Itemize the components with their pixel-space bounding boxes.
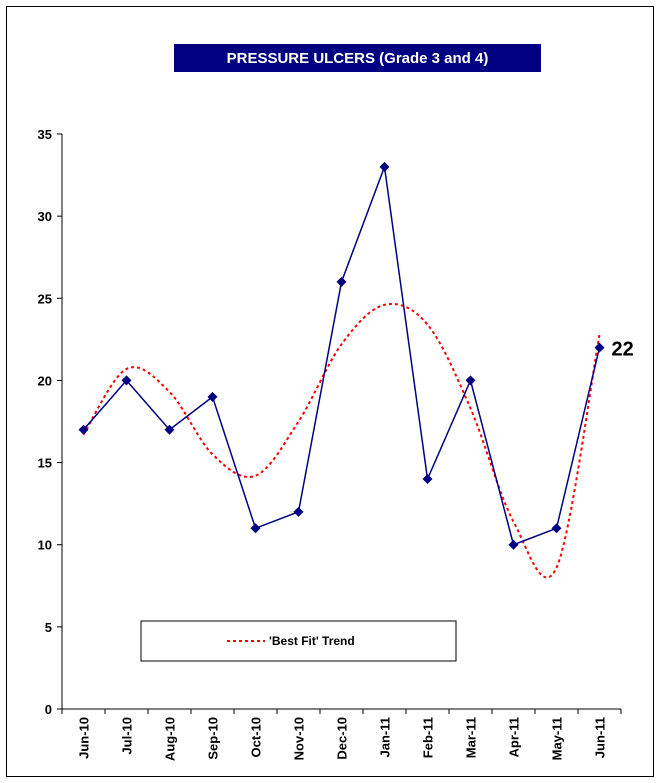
- y-tick-label: 35: [38, 127, 52, 142]
- x-tick-label: Oct-10: [249, 717, 264, 757]
- legend-box: [140, 620, 457, 662]
- y-tick-label: 10: [38, 538, 52, 553]
- data-point: [121, 375, 132, 386]
- x-tick-label: Nov-10: [292, 717, 307, 760]
- x-tick-label: Jan-11: [378, 717, 393, 757]
- x-tick-label: Jul-10: [120, 717, 135, 755]
- data-point: [422, 474, 433, 484]
- data-point: [293, 506, 304, 517]
- x-tick-label: Sep-10: [206, 717, 221, 760]
- data-point: [594, 342, 605, 353]
- y-tick-label: 0: [45, 702, 52, 717]
- legend: 'Best Fit' Trend: [140, 620, 457, 662]
- series-line-group: 22: [78, 161, 634, 550]
- data-point: [551, 523, 562, 534]
- x-tick-label: Apr-11: [507, 717, 522, 757]
- chart-title: PRESSURE ULCERS (Grade 3 and 4): [174, 44, 541, 72]
- y-tick-label: 25: [38, 291, 52, 306]
- x-tick-label: Mar-11: [464, 717, 479, 758]
- x-tick-label: Feb-11: [421, 717, 436, 758]
- y-tick-label: 20: [38, 373, 52, 388]
- series-line: [82, 166, 601, 546]
- data-point: [164, 424, 175, 435]
- x-tick-label: Jun-11: [593, 717, 608, 758]
- axes: 0 5 10 15 20 25 30 35 Jun-10 Jul-10 Aug-10 Sep-10 Oc…: [38, 127, 622, 761]
- x-tick-label: Jun-10: [77, 717, 92, 759]
- data-point: [207, 391, 218, 402]
- x-tick-label: Aug-10: [163, 717, 178, 761]
- legend-trend-label: 'Best Fit' Trend: [269, 634, 355, 648]
- x-tick-label: May-11: [550, 717, 565, 760]
- x-tick-label: Dec-10: [335, 717, 350, 760]
- trend-line: [82, 303, 601, 579]
- data-point: [250, 523, 261, 534]
- data-point: [336, 276, 347, 287]
- y-tick-label: 30: [38, 209, 52, 224]
- y-tick-label: 5: [45, 620, 52, 635]
- y-tick-label: 15: [38, 456, 52, 471]
- trend-line-group: [82, 303, 601, 579]
- data-point: [78, 424, 89, 435]
- data-point: [508, 539, 519, 550]
- data-point: [379, 161, 390, 172]
- data-point: [465, 375, 476, 386]
- data-label-last: 22: [612, 339, 634, 361]
